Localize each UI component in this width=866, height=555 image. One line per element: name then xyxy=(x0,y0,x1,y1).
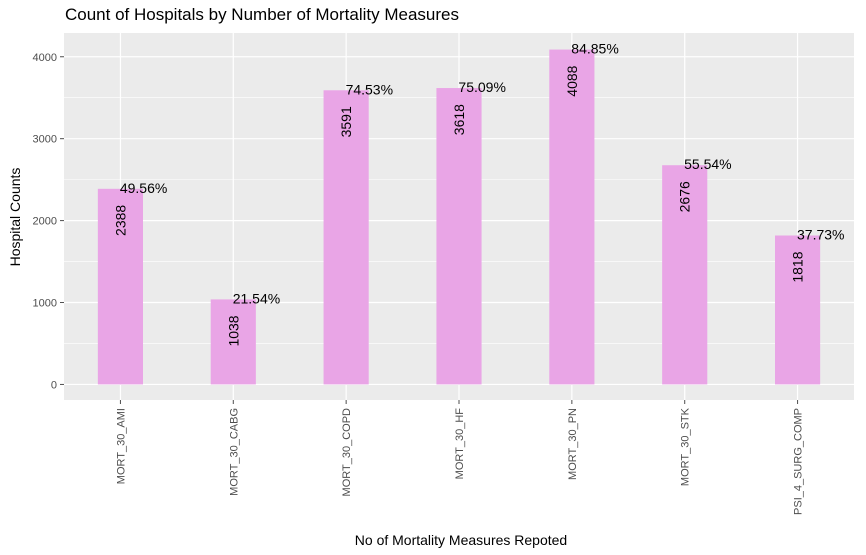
bar-value-label: 2676 xyxy=(677,181,693,212)
bar xyxy=(549,49,595,385)
x-tick-label: MORT_30_CABG xyxy=(228,408,240,496)
bar-percent-label: 55.54% xyxy=(684,156,731,172)
bar-value-label: 1038 xyxy=(225,315,241,346)
bar xyxy=(97,188,143,385)
bar-value-label: 3618 xyxy=(451,104,467,135)
bar-value-label: 1818 xyxy=(790,251,806,282)
x-tick-label: MORT_30_AMI xyxy=(115,408,127,484)
chart-title: Count of Hospitals by Number of Mortalit… xyxy=(65,5,459,24)
bar xyxy=(323,90,369,385)
y-axis-title: Hospital Counts xyxy=(7,168,23,267)
bar-percent-label: 74.53% xyxy=(346,81,393,97)
bar xyxy=(436,88,482,385)
y-tick-label: 0 xyxy=(51,379,57,391)
bar xyxy=(775,235,821,385)
x-tick-label: MORT_30_PN xyxy=(567,408,579,480)
bar-value-label: 4088 xyxy=(564,65,580,96)
x-tick-label: PSI_4_SURG_COMP xyxy=(793,408,805,515)
x-tick-label: MORT_30_HF xyxy=(454,408,466,480)
bars: 2388 49.56% 1038 21.54% 3591 74.53% 3618 75.09%… xyxy=(97,41,844,385)
y-axis-ticks: 0 1000 2000 3000 4000 xyxy=(33,52,64,391)
y-tick-label: 1000 xyxy=(33,298,57,310)
bar-percent-label: 84.85% xyxy=(571,41,618,57)
x-tick-label: MORT_30_STK xyxy=(680,407,692,486)
x-tick-label: MORT_30_COPD xyxy=(341,408,353,496)
bar-percent-label: 49.56% xyxy=(120,180,167,196)
bar-percent-label: 75.09% xyxy=(458,79,505,95)
bar-percent-label: 21.54% xyxy=(233,290,280,306)
bar-percent-label: 37.73% xyxy=(797,227,844,243)
bar-value-label: 2388 xyxy=(112,205,128,236)
x-axis-ticks: MORT_30_AMI MORT_30_CABG MORT_30_COPD MORT_… xyxy=(115,400,805,515)
y-tick-label: 4000 xyxy=(33,52,57,64)
bar-value-label: 3591 xyxy=(338,106,354,137)
y-tick-label: 3000 xyxy=(33,134,57,146)
x-axis-title: No of Mortality Measures Repoted xyxy=(355,532,567,548)
bar xyxy=(662,165,708,385)
bar xyxy=(210,299,256,385)
y-tick-label: 2000 xyxy=(33,216,57,228)
